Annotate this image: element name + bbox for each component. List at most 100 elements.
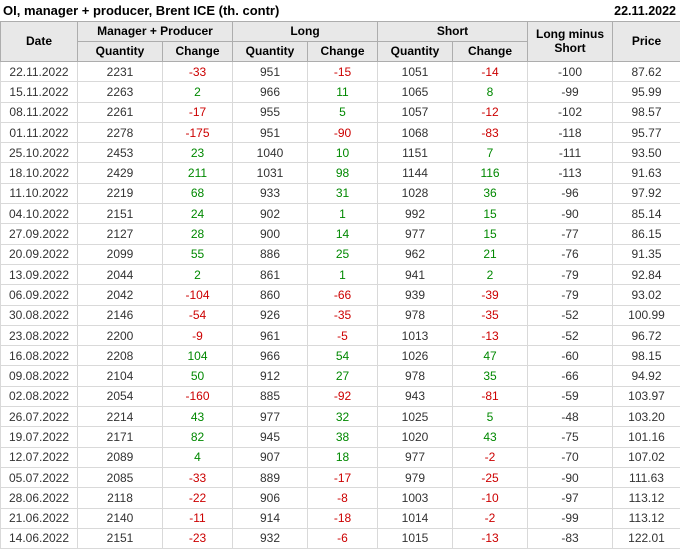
mp-change-cell: 43 [163, 407, 233, 427]
long-quantity-cell: 951 [233, 62, 308, 82]
mp-quantity-cell: 2089 [78, 447, 163, 467]
short-change-cell: 21 [453, 244, 528, 264]
price-cell: 107.02 [613, 447, 680, 467]
price-cell: 97.92 [613, 183, 680, 203]
short-quantity-cell: 977 [378, 447, 453, 467]
short-quantity-cell: 978 [378, 366, 453, 386]
mp-change-cell: -17 [163, 102, 233, 122]
mp-change-cell: -9 [163, 325, 233, 345]
long-change-cell: 27 [308, 366, 378, 386]
short-change-cell: 36 [453, 183, 528, 203]
price-cell: 96.72 [613, 325, 680, 345]
price-cell: 111.63 [613, 467, 680, 487]
long-minus-short-cell: -75 [528, 427, 613, 447]
mp-quantity-cell: 2042 [78, 285, 163, 305]
short-change-cell: -2 [453, 508, 528, 528]
short-quantity-cell: 1051 [378, 62, 453, 82]
price-cell: 93.50 [613, 143, 680, 163]
date-cell: 30.08.2022 [1, 305, 78, 325]
short-change-cell: 116 [453, 163, 528, 183]
date-cell: 12.07.2022 [1, 447, 78, 467]
long-minus-short-cell: -76 [528, 244, 613, 264]
long-quantity-cell: 912 [233, 366, 308, 386]
mp-change-cell: 28 [163, 224, 233, 244]
title-bar: OI, manager + producer, Brent ICE (th. c… [0, 0, 680, 21]
short-change-cell: 7 [453, 143, 528, 163]
long-minus-short-cell: -113 [528, 163, 613, 183]
long-change-cell: -35 [308, 305, 378, 325]
mp-quantity-cell: 2151 [78, 528, 163, 548]
date-cell: 06.09.2022 [1, 285, 78, 305]
date-cell: 04.10.2022 [1, 204, 78, 224]
short-change-cell: -12 [453, 102, 528, 122]
long-minus-short-cell: -66 [528, 366, 613, 386]
mp-quantity-cell: 2099 [78, 244, 163, 264]
long-minus-short-cell: -99 [528, 82, 613, 102]
long-change-cell: 25 [308, 244, 378, 264]
long-quantity-cell: 955 [233, 102, 308, 122]
long-change-cell: -17 [308, 467, 378, 487]
date-cell: 19.07.2022 [1, 427, 78, 447]
price-cell: 85.14 [613, 204, 680, 224]
mp-quantity-cell: 2151 [78, 204, 163, 224]
mp-quantity-cell: 2044 [78, 264, 163, 284]
mp-quantity-cell: 2453 [78, 143, 163, 163]
date-cell: 01.11.2022 [1, 122, 78, 142]
price-cell: 92.84 [613, 264, 680, 284]
short-quantity-cell: 1003 [378, 488, 453, 508]
report-date: 22.11.2022 [614, 4, 676, 18]
long-quantity-cell: 889 [233, 467, 308, 487]
long-change-cell: -5 [308, 325, 378, 345]
short-quantity-cell: 1025 [378, 407, 453, 427]
mp-change-cell: 4 [163, 447, 233, 467]
long-minus-short-cell: -90 [528, 204, 613, 224]
short-change-cell: 8 [453, 82, 528, 102]
short-quantity-cell: 943 [378, 386, 453, 406]
long-minus-short-cell: -83 [528, 528, 613, 548]
short-quantity-cell: 941 [378, 264, 453, 284]
short-change-cell: 15 [453, 224, 528, 244]
long-minus-short-cell: -90 [528, 467, 613, 487]
long-minus-short-cell: -48 [528, 407, 613, 427]
short-quantity-cell: 992 [378, 204, 453, 224]
short-change-cell: -13 [453, 528, 528, 548]
long-minus-short-cell: -52 [528, 325, 613, 345]
long-quantity-cell: 907 [233, 447, 308, 467]
short-change-cell: -83 [453, 122, 528, 142]
long-quantity-cell: 914 [233, 508, 308, 528]
short-quantity-cell: 979 [378, 467, 453, 487]
short-change-cell: -2 [453, 447, 528, 467]
long-change-cell: 32 [308, 407, 378, 427]
long-quantity-cell: 900 [233, 224, 308, 244]
short-change-cell: 2 [453, 264, 528, 284]
mp-quantity-cell: 2231 [78, 62, 163, 82]
long-quantity-cell: 902 [233, 204, 308, 224]
mp-quantity-cell: 2261 [78, 102, 163, 122]
long-quantity-cell: 966 [233, 346, 308, 366]
long-minus-short-cell: -79 [528, 285, 613, 305]
short-quantity-cell: 1013 [378, 325, 453, 345]
long-quantity-cell: 932 [233, 528, 308, 548]
long-minus-short-cell: -97 [528, 488, 613, 508]
long-minus-short-cell: -96 [528, 183, 613, 203]
date-cell: 11.10.2022 [1, 183, 78, 203]
price-cell: 98.15 [613, 346, 680, 366]
col-subheader-mp-change: Change [163, 42, 233, 62]
long-minus-short-cell: -118 [528, 122, 613, 142]
long-change-cell: -8 [308, 488, 378, 508]
date-cell: 18.10.2022 [1, 163, 78, 183]
long-minus-short-cell: -99 [528, 508, 613, 528]
short-quantity-cell: 1068 [378, 122, 453, 142]
mp-quantity-cell: 2208 [78, 346, 163, 366]
col-subheader-long-quantity: Quantity [233, 42, 308, 62]
long-quantity-cell: 951 [233, 122, 308, 142]
